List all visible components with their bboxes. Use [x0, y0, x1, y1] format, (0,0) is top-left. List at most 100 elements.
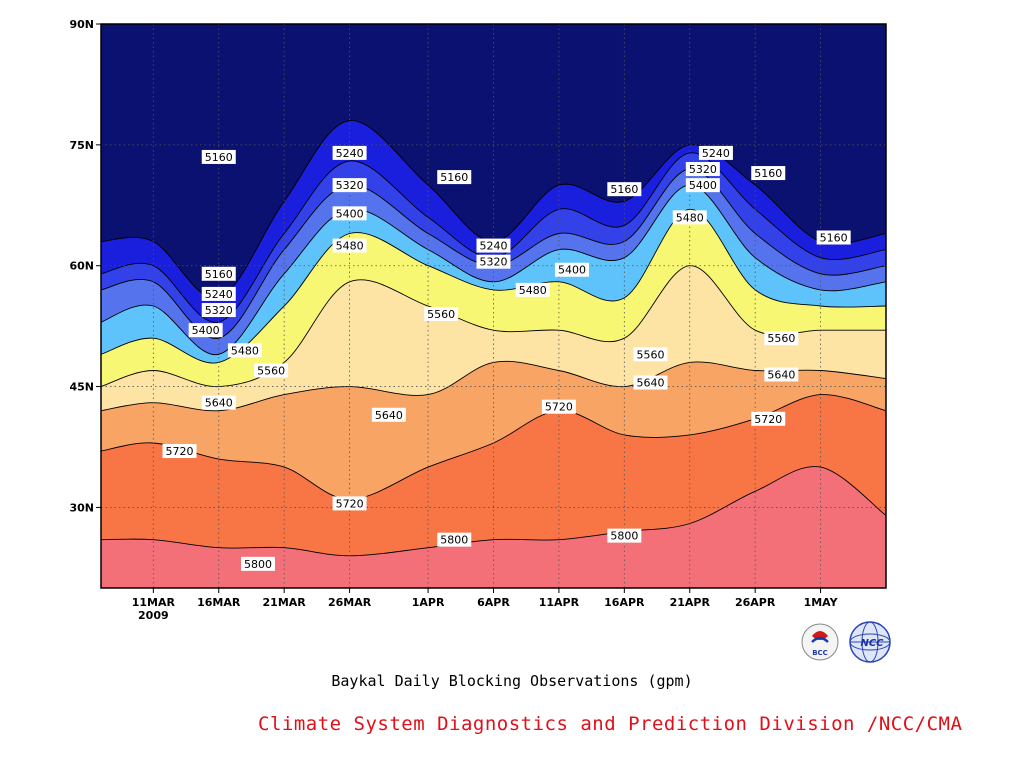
contour-label-box [424, 307, 459, 322]
contour-chart: 5160 5240 5320 5400 5480 5160 5240 5320 5480 5400… [69, 18, 887, 622]
contour-label: 5160 [437, 170, 472, 185]
contour-label: 5560 [633, 347, 668, 362]
contour-label: 5560 [254, 363, 289, 378]
contour-label-box [751, 166, 786, 181]
contour-label: 5800 [241, 556, 275, 571]
x-tick-label: 26APR [735, 596, 776, 609]
contour-label-text: 5160 [820, 232, 848, 245]
credit-line: Climate System Diagnostics and Predictio… [258, 713, 963, 735]
contour-label: 5640 [201, 395, 236, 410]
x-tick-label: 16APR [604, 596, 645, 609]
contour-label-text: 5640 [637, 377, 665, 390]
contour-label: 5320 [332, 178, 367, 193]
contour-label-box [607, 528, 642, 543]
contour-label-box [633, 375, 668, 390]
contour-label-box [751, 411, 786, 426]
contour-label-box [515, 282, 550, 297]
contour-label-text: 5160 [610, 183, 638, 196]
contour-label: 5800 [437, 532, 472, 547]
contour-label: 5160 [607, 182, 642, 197]
contour-label: 5720 [751, 411, 786, 426]
contour-label: 5240 [332, 145, 367, 160]
contour-label-text: 5560 [767, 332, 795, 345]
contour-label: 5720 [332, 496, 367, 511]
contour-label-box [332, 496, 367, 511]
contour-label-box [254, 363, 289, 378]
contour-label-box [633, 347, 668, 362]
contour-label-text: 5240 [205, 288, 233, 301]
contour-label: 5560 [424, 307, 459, 322]
contour-label: 5160 [751, 166, 786, 181]
contour-label-box [332, 206, 367, 221]
contour-label-box [227, 343, 262, 358]
contour-label-text: 5720 [754, 413, 782, 426]
contour-label-text: 5320 [336, 179, 364, 192]
contour-label-box [201, 395, 236, 410]
contour-label-box [816, 230, 851, 245]
contour-label: 5640 [371, 407, 406, 422]
contour-label: 5320 [685, 162, 720, 177]
contour-label-text: 5320 [480, 256, 508, 269]
y-tick-label: 30N [69, 501, 94, 514]
contour-label-box [437, 170, 472, 185]
contour-label-text: 5560 [637, 348, 665, 361]
contour-label-text: 5320 [689, 163, 717, 176]
contour-label-text: 5400 [558, 264, 586, 277]
contour-label-box [201, 266, 236, 281]
contour-label-box [541, 399, 576, 414]
contour-label-box [437, 532, 472, 547]
contour-label-text: 5640 [205, 397, 233, 410]
x-tick-label: 11APR [539, 596, 580, 609]
contour-label: 5400 [188, 323, 223, 338]
contour-label-text: 5480 [519, 284, 547, 297]
contour-label-box [371, 407, 406, 422]
bcc-logo-text: BCC [812, 649, 828, 657]
chart-title: Baykal Daily Blocking Observations (gpm) [331, 672, 693, 690]
x-year-label: 2009 [138, 609, 169, 622]
contour-label: 5240 [476, 238, 511, 253]
y-tick-label: 75N [69, 139, 94, 152]
contour-band-5800 [101, 466, 886, 588]
contour-label-box [332, 145, 367, 160]
contour-label-box [188, 323, 223, 338]
contour-label-text: 5800 [610, 530, 638, 543]
contour-label: 5400 [332, 206, 367, 221]
contour-line-5480 [101, 208, 886, 364]
x-tick-label: 16MAR [197, 596, 241, 609]
contour-label: 5320 [201, 303, 236, 318]
contour-label-box [685, 162, 720, 177]
contour-label-text: 5240 [702, 147, 730, 160]
contour-label-box [672, 210, 707, 225]
contour-label: 5560 [764, 331, 799, 346]
contour-label: 5240 [201, 286, 236, 301]
contour-label-text: 5720 [336, 497, 364, 510]
contour-label-box [476, 238, 511, 253]
x-tick-label: 21APR [670, 596, 711, 609]
contour-label: 5160 [201, 266, 236, 281]
contour-label-text: 5640 [375, 409, 403, 422]
x-tick-label: 26MAR [328, 596, 372, 609]
contour-label-box [201, 149, 236, 164]
x-tick-label: 21MAR [263, 596, 307, 609]
contour-label-text: 5480 [336, 240, 364, 253]
contour-label-text: 5720 [166, 445, 194, 458]
y-tick-label: 60N [69, 260, 94, 273]
contour-label-box [241, 556, 275, 571]
contour-label-text: 5160 [205, 268, 233, 281]
x-tick-label: 1APR [412, 596, 445, 609]
contour-label-text: 5400 [336, 207, 364, 220]
contour-label-text: 5400 [689, 179, 717, 192]
contour-label-text: 5560 [257, 364, 285, 377]
contour-label: 5240 [698, 145, 733, 160]
contour-line-5800 [101, 466, 886, 557]
contour-label-text: 5480 [231, 344, 259, 357]
contour-label-text: 5160 [754, 167, 782, 180]
contour-label-text: 5640 [767, 368, 795, 381]
contour-label: 5160 [816, 230, 851, 245]
contour-label: 5480 [332, 238, 367, 253]
contour-label: 5640 [764, 367, 799, 382]
contour-label: 5480 [227, 343, 262, 358]
contour-label: 5480 [515, 282, 550, 297]
contour-label: 5720 [541, 399, 576, 414]
